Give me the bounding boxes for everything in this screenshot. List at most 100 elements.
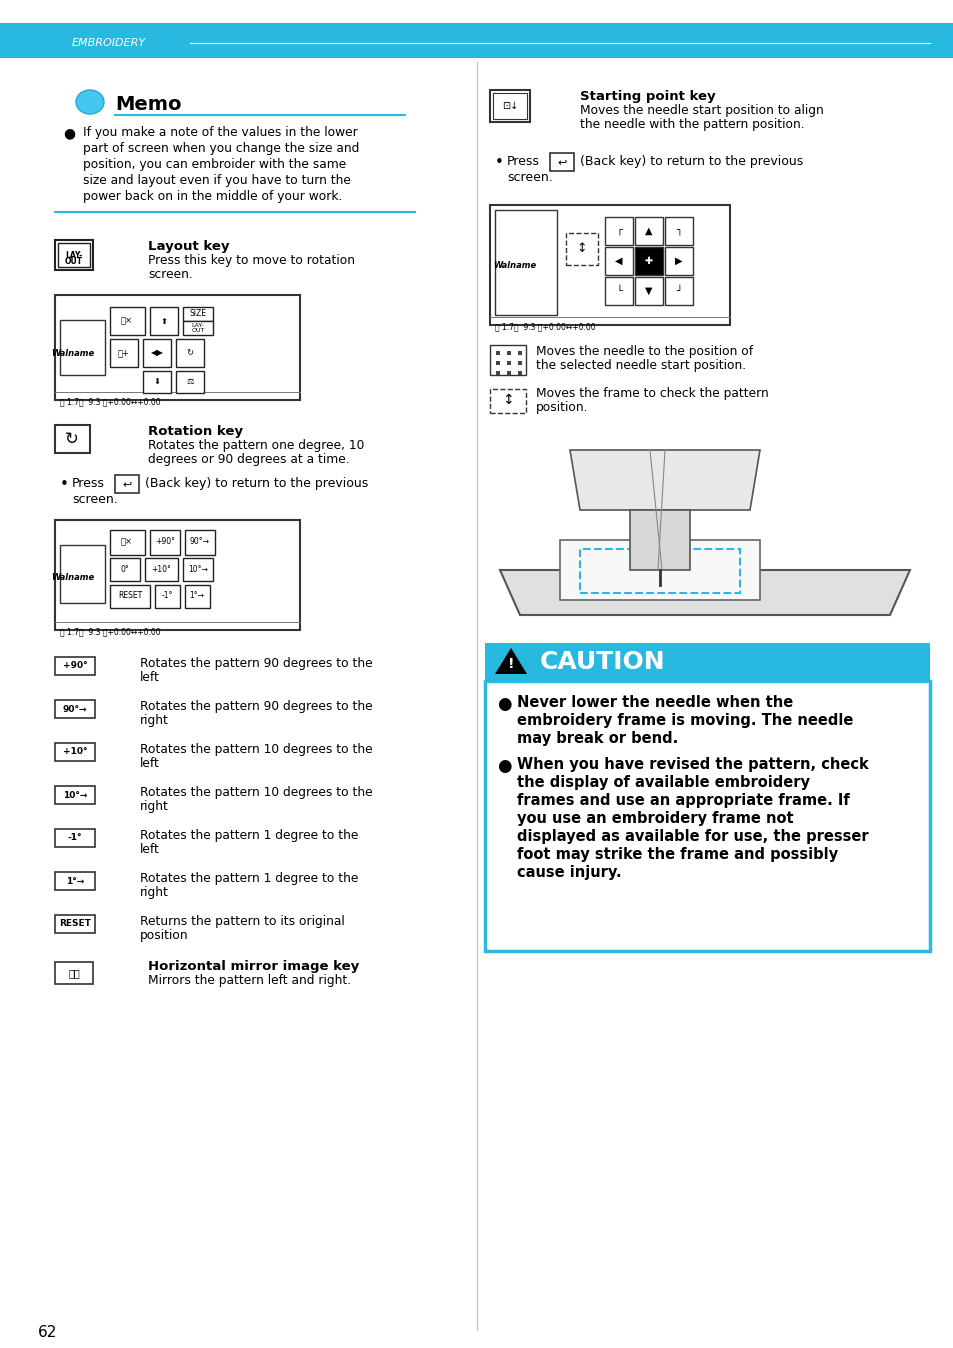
FancyBboxPatch shape [110,558,140,581]
FancyBboxPatch shape [495,210,557,315]
Text: +90°: +90° [63,662,88,670]
FancyBboxPatch shape [55,295,299,400]
Ellipse shape [76,90,104,115]
Polygon shape [495,648,526,674]
Text: !: ! [507,656,514,671]
Text: 62: 62 [38,1325,57,1340]
Text: Rotates the pattern 1 degree to the: Rotates the pattern 1 degree to the [140,829,358,842]
Text: Rotation key: Rotation key [148,425,243,438]
Text: Rotates the pattern 10 degrees to the: Rotates the pattern 10 degrees to the [140,786,373,799]
Text: size and layout even if you have to turn the: size and layout even if you have to turn… [83,174,351,187]
Text: ⬇: ⬇ [153,377,160,387]
Text: SIZE: SIZE [190,310,206,318]
FancyBboxPatch shape [175,371,204,394]
Text: Never lower the needle when the: Never lower the needle when the [517,696,792,710]
Bar [506,371,511,375]
Text: Memo: Memo [115,94,181,115]
Text: Walname: Walname [51,349,94,357]
FancyBboxPatch shape [55,240,92,270]
FancyBboxPatch shape [154,585,180,608]
Bar [0,23,953,58]
Text: degrees or 90 degrees at a time.: degrees or 90 degrees at a time. [148,453,349,466]
Text: frames and use an appropriate frame. If: frames and use an appropriate frame. If [517,793,849,807]
Text: ◀: ◀ [615,256,622,266]
FancyBboxPatch shape [490,390,525,412]
FancyBboxPatch shape [604,276,633,305]
Text: ↻: ↻ [186,349,193,357]
Text: ✚: ✚ [644,256,653,266]
FancyBboxPatch shape [635,217,662,245]
Text: screen.: screen. [148,268,193,280]
FancyBboxPatch shape [110,585,150,608]
FancyBboxPatch shape [110,307,145,336]
Bar [484,643,929,681]
Text: •: • [60,477,69,492]
Text: displayed as available for use, the presser: displayed as available for use, the pres… [517,829,868,844]
Text: ↩: ↩ [122,479,132,489]
Text: the needle with the pattern position.: the needle with the pattern position. [579,119,803,131]
Text: ●: ● [497,696,511,713]
Text: may break or bend.: may break or bend. [517,731,678,745]
Text: ⬜×: ⬜× [121,317,132,325]
Text: OUT: OUT [65,257,83,267]
Text: power back on in the middle of your work.: power back on in the middle of your work… [83,190,342,204]
Text: ▼: ▼ [644,286,652,297]
Text: Horizontal mirror image key: Horizontal mirror image key [148,960,359,973]
FancyBboxPatch shape [484,681,929,950]
Text: ⬛ 1.7⬛  9.3 ⬛+0.00↔+0.00: ⬛ 1.7⬛ 9.3 ⬛+0.00↔+0.00 [60,627,160,636]
Text: Moves the needle to the position of: Moves the needle to the position of [536,345,752,359]
Polygon shape [569,450,760,510]
Text: Moves the needle start position to align: Moves the needle start position to align [579,104,822,117]
Bar [496,371,499,375]
Text: foot may strike the frame and possibly: foot may strike the frame and possibly [517,847,838,861]
Text: Moves the frame to check the pattern: Moves the frame to check the pattern [536,387,768,400]
FancyBboxPatch shape [110,338,138,367]
Text: position, you can embroider with the same: position, you can embroider with the sam… [83,158,346,171]
Text: screen.: screen. [71,493,117,506]
Text: part of screen when you change the size and: part of screen when you change the size … [83,142,359,155]
Text: left: left [140,758,160,770]
Text: ⬜⬛: ⬜⬛ [68,968,80,979]
Text: Rotates the pattern 90 degrees to the: Rotates the pattern 90 degrees to the [140,700,373,713]
FancyBboxPatch shape [55,425,90,453]
Text: └: └ [616,286,621,297]
Text: -1°: -1° [161,592,172,600]
Text: 90°→: 90°→ [190,538,210,546]
FancyBboxPatch shape [55,829,95,847]
Bar [496,361,499,365]
Text: ↩: ↩ [557,156,566,167]
Text: ⬜+: ⬜+ [118,349,130,357]
Text: ▲: ▲ [644,226,652,236]
FancyBboxPatch shape [55,786,95,803]
FancyBboxPatch shape [604,217,633,245]
Text: ●: ● [497,758,511,775]
Text: Walname: Walname [493,260,536,270]
Bar [517,350,521,355]
FancyBboxPatch shape [550,154,574,171]
Text: the display of available embroidery: the display of available embroidery [517,775,809,790]
Text: RESET: RESET [118,592,142,600]
Text: cm: cm [185,305,197,314]
FancyBboxPatch shape [635,276,662,305]
FancyBboxPatch shape [55,520,299,630]
FancyBboxPatch shape [150,307,178,336]
Text: ┘: ┘ [676,286,681,297]
Bar [506,350,511,355]
FancyBboxPatch shape [490,345,525,375]
FancyBboxPatch shape [60,319,105,375]
Text: 1°→: 1°→ [66,876,84,886]
Text: ◀▶: ◀▶ [151,349,163,357]
Text: Press: Press [71,477,105,491]
Text: Rotates the pattern 1 degree to the: Rotates the pattern 1 degree to the [140,872,358,886]
Text: Mirrors the pattern left and right.: Mirrors the pattern left and right. [148,975,351,987]
Text: 10°→: 10°→ [63,790,87,799]
Bar [496,350,499,355]
FancyBboxPatch shape [559,541,760,600]
Text: +90°: +90° [154,538,174,546]
Text: Layout key: Layout key [148,240,230,253]
Text: If you make a note of the values in the lower: If you make a note of the values in the … [83,125,357,139]
FancyBboxPatch shape [490,90,530,123]
Text: position: position [140,929,189,942]
FancyBboxPatch shape [150,530,180,555]
Text: ⬛ 1.7⬛  9.3 ⬛+0.00↔+0.00: ⬛ 1.7⬛ 9.3 ⬛+0.00↔+0.00 [495,322,595,332]
